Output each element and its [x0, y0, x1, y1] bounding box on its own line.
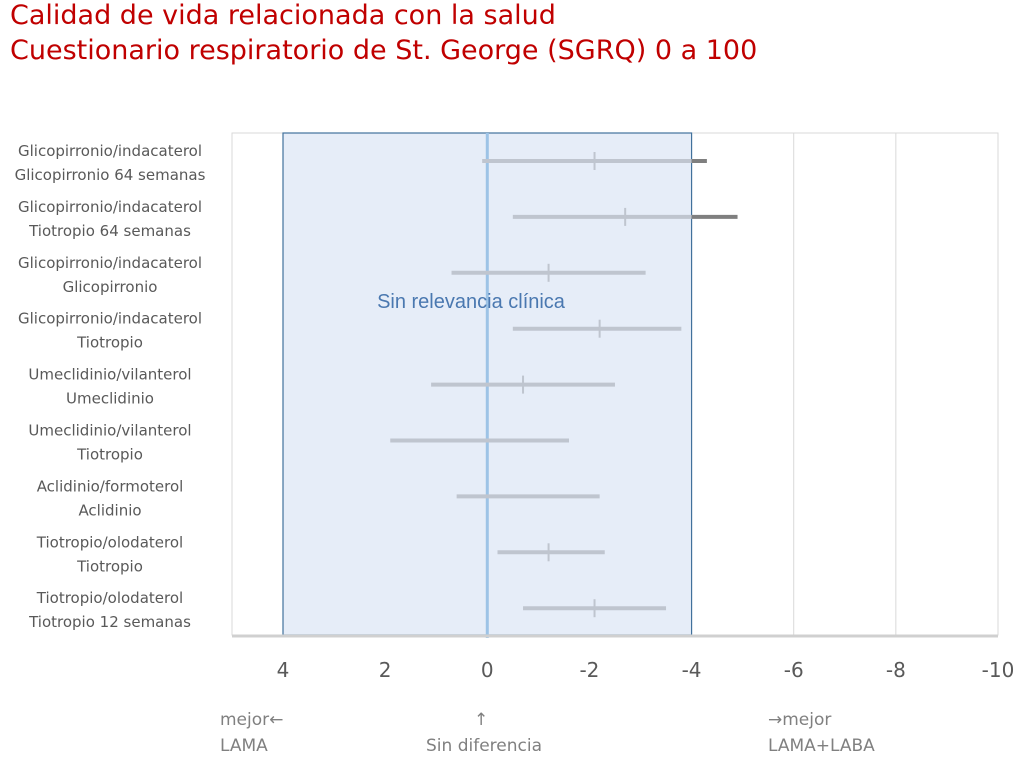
- row-label-line2: Tiotropio 12 semanas: [28, 613, 191, 631]
- row-label: Glicopirronio/indacaterol Glicopirronio 6…: [15, 142, 206, 184]
- row-label-line1: Umeclidinio/vilanterol: [28, 422, 191, 440]
- footer-center-line2: Sin diferencia: [426, 736, 542, 756]
- footer-left: mejor← LAMA: [220, 707, 283, 759]
- row-label: Aclidinio/formoterol Aclidinio: [37, 477, 184, 519]
- row-label-line1: Glicopirronio/indacaterol: [18, 310, 202, 328]
- row-label-line2: Tiotropio: [76, 446, 143, 464]
- row-label-line1: Tiotropio/olodaterol: [36, 589, 183, 607]
- chart-title: Calidad de vida relacionada con la salud: [10, 0, 556, 31]
- row-label-line1: Umeclidinio/vilanterol: [28, 366, 191, 384]
- x-tick-label: 4: [277, 658, 290, 682]
- footer-center-line1: ↑: [474, 710, 489, 730]
- row-label-line1: Glicopirronio/indacaterol: [18, 198, 202, 216]
- row-label: Glicopirronio/indacaterol Tiotropio: [18, 310, 202, 352]
- row-label: Glicopirronio/indacaterol Tiotropio 64 se…: [18, 198, 202, 240]
- row-label-line1: Tiotropio/olodaterol: [36, 533, 183, 551]
- row-label-line1: Glicopirronio/indacaterol: [18, 254, 202, 272]
- x-tick-label: -4: [682, 658, 702, 682]
- row-label-line1: Glicopirronio/indacaterol: [18, 142, 202, 160]
- footer-left-line2: LAMA: [220, 736, 268, 756]
- x-tick-label: 2: [379, 658, 392, 682]
- row-label: Tiotropio/olodaterol Tiotropio 12 semanas: [28, 589, 191, 631]
- footer-right-line1: →mejor: [768, 710, 832, 730]
- row-label-line2: Umeclidinio: [66, 390, 154, 408]
- footer-left-line1: mejor←: [220, 710, 284, 730]
- row-label-line2: Glicopirronio: [63, 278, 158, 296]
- x-tick-label: -10: [982, 658, 1015, 682]
- row-label-line2: Tiotropio 64 semanas: [28, 222, 191, 240]
- footer-right: →mejor LAMA+LABA: [768, 707, 875, 759]
- x-tick-label: -6: [784, 658, 804, 682]
- row-label: Tiotropio/olodaterol Tiotropio: [36, 533, 183, 575]
- row-label: Glicopirronio/indacaterol Glicopirronio: [18, 254, 202, 296]
- chart-title-block: Calidad de vida relacionada con la salud…: [10, 0, 757, 68]
- row-label-line2: Tiotropio: [76, 557, 143, 575]
- footer-right-line2: LAMA+LABA: [768, 736, 875, 756]
- row-label-line2: Glicopirronio 64 semanas: [15, 166, 206, 184]
- row-label-line2: Tiotropio: [76, 334, 143, 352]
- clinical-region-label: Sin relevancia clínica: [377, 291, 566, 313]
- footer-center: ↑ Sin diferencia: [422, 707, 546, 759]
- x-tick-label: -2: [579, 658, 599, 682]
- row-label: Umeclidinio/vilanterol Tiotropio: [28, 422, 191, 464]
- row-label: Umeclidinio/vilanterol Umeclidinio: [28, 366, 191, 408]
- chart-subtitle: Cuestionario respiratorio de St. George …: [10, 35, 758, 66]
- x-tick-label: -8: [886, 658, 906, 682]
- x-tick-label: 0: [481, 658, 494, 682]
- row-label-line1: Aclidinio/formoterol: [37, 477, 184, 495]
- row-label-line2: Aclidinio: [78, 501, 141, 519]
